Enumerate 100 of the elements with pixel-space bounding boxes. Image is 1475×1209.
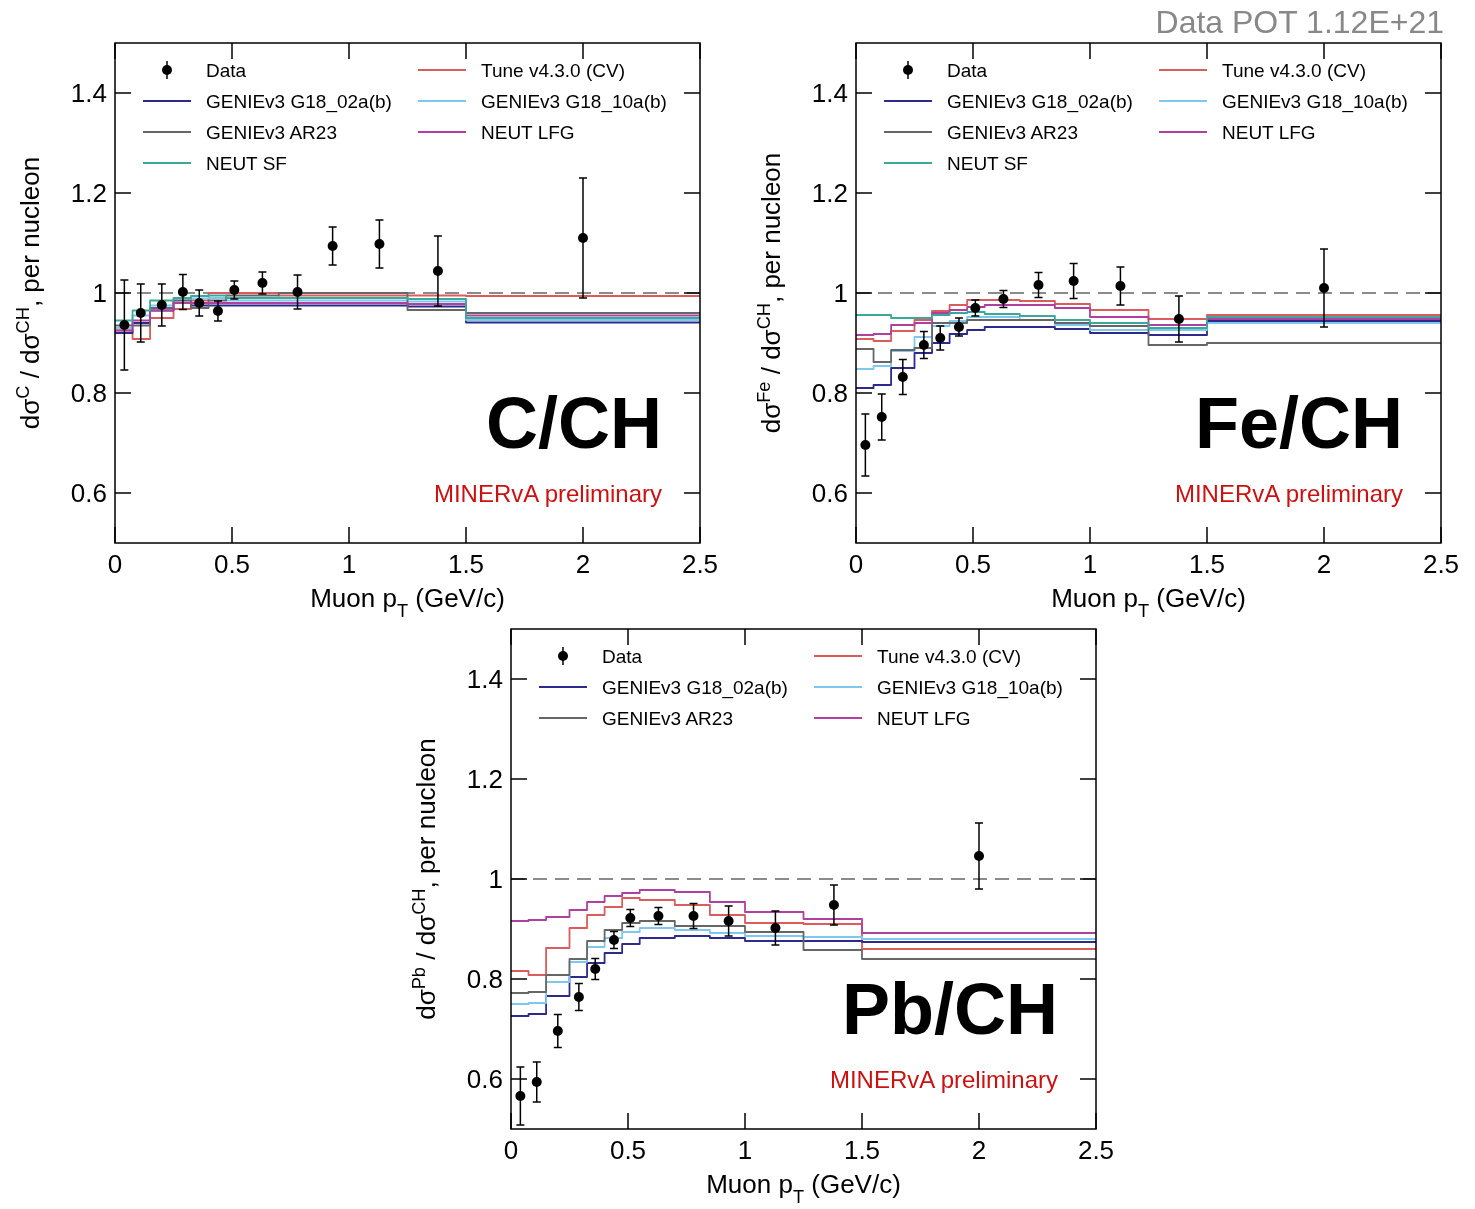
point xyxy=(897,372,908,382)
point xyxy=(573,992,584,1002)
point xyxy=(918,340,929,350)
legend-label: Tune v4.3.0 (CV) xyxy=(1222,59,1366,81)
y-tick-label: 1.4 xyxy=(70,78,107,109)
annotation: Pb/CH xyxy=(842,969,1058,1049)
point xyxy=(432,266,443,276)
point xyxy=(1033,280,1044,290)
point xyxy=(552,1026,563,1036)
point xyxy=(119,320,130,330)
point xyxy=(177,287,188,297)
point xyxy=(770,923,781,933)
y-tick-label: 1.2 xyxy=(466,764,503,795)
point xyxy=(1319,283,1329,293)
point xyxy=(688,911,699,921)
x-tick-label: 2.5 xyxy=(1077,1135,1115,1165)
y-tick-label: 1.4 xyxy=(811,78,848,109)
x-axis-title: Muon p$_{T}$ (GeV/c) xyxy=(310,583,505,621)
x-tick-label: 2.5 xyxy=(681,549,719,579)
x-tick-label: 0 xyxy=(107,549,123,579)
x-tick-label: 2.5 xyxy=(1422,549,1460,579)
x-tick-label: 1.5 xyxy=(447,549,485,579)
x-tick-label: 0 xyxy=(848,549,864,579)
y-tick-label: 0.8 xyxy=(70,378,107,409)
legend-label: NEUT LFG xyxy=(1222,121,1316,143)
y-tick-label: 1 xyxy=(833,278,848,309)
legend-label: GENIEv3 G18_02a(b) xyxy=(947,90,1133,113)
point xyxy=(653,911,664,921)
point xyxy=(723,916,734,926)
point xyxy=(327,241,338,251)
legend-label: GENIEv3 AR23 xyxy=(602,707,733,729)
x-tick-label: 1.5 xyxy=(843,1135,881,1165)
x-tick-label: 0 xyxy=(503,1135,519,1165)
x-axis-title: Muon p$_{T}$ (GeV/c) xyxy=(706,1169,901,1207)
legend-label: NEUT LFG xyxy=(877,707,971,729)
annotation: C/CH xyxy=(486,383,662,463)
y-tick-label: 0.8 xyxy=(466,964,503,995)
y-tick-label: 1.2 xyxy=(70,178,107,209)
point xyxy=(590,964,601,974)
point xyxy=(212,306,223,316)
legend-label: Tune v4.3.0 (CV) xyxy=(877,645,1021,667)
y-tick-label: 1.2 xyxy=(811,178,848,209)
point xyxy=(608,935,619,945)
legend-label: GENIEv3 AR23 xyxy=(206,121,337,143)
y-tick-label: 0.6 xyxy=(811,478,848,509)
legend-label: GENIEv3 G18_10a(b) xyxy=(877,676,1063,699)
legend-label: Data xyxy=(947,59,988,81)
point xyxy=(860,440,871,450)
annotation: MINERvA preliminary xyxy=(829,1066,1058,1093)
legend-label: NEUT SF xyxy=(206,152,287,174)
point xyxy=(625,913,636,923)
y-tick-label: 0.6 xyxy=(466,1064,503,1095)
legend-label: NEUT SF xyxy=(947,152,1028,174)
x-tick-label: 2 xyxy=(575,549,591,579)
point xyxy=(257,278,268,288)
legend-label: Data xyxy=(206,59,247,81)
point xyxy=(194,298,205,308)
legend-label: GENIEv3 G18_02a(b) xyxy=(602,676,788,699)
point xyxy=(292,287,303,297)
point xyxy=(935,333,946,343)
y-tick-label: 1.4 xyxy=(466,664,503,695)
point xyxy=(1068,276,1079,286)
legend-label: GENIEv3 G18_10a(b) xyxy=(1222,90,1408,113)
y-tick-label: 1 xyxy=(92,278,107,309)
point xyxy=(953,322,964,332)
point xyxy=(156,300,167,310)
legend-label: GENIEv3 AR23 xyxy=(947,121,1078,143)
point xyxy=(515,1091,526,1101)
point xyxy=(998,294,1009,304)
legend-label: GENIEv3 G18_02a(b) xyxy=(206,90,392,113)
x-axis-title: Muon p$_{T}$ (GeV/c) xyxy=(1051,583,1246,621)
point xyxy=(531,1077,542,1087)
legend-label: Tune v4.3.0 (CV) xyxy=(481,59,625,81)
x-tick-label: 1 xyxy=(1082,549,1098,579)
point xyxy=(1115,281,1126,291)
point xyxy=(229,285,240,295)
annotation: MINERvA preliminary xyxy=(1174,480,1403,507)
x-tick-label: 0.5 xyxy=(954,549,992,579)
point xyxy=(970,303,981,313)
annotation: MINERvA preliminary xyxy=(433,480,662,507)
y-tick-label: 1 xyxy=(488,864,503,895)
text: Data POT 1.12E+21 xyxy=(1155,4,1444,40)
legend-label: Data xyxy=(602,645,643,667)
legend-label: NEUT LFG xyxy=(481,121,575,143)
point xyxy=(974,851,984,861)
x-tick-label: 1.5 xyxy=(1188,549,1226,579)
point xyxy=(374,239,385,249)
x-tick-label: 1 xyxy=(737,1135,753,1165)
y-tick-label: 0.6 xyxy=(70,478,107,509)
x-tick-label: 2 xyxy=(971,1135,987,1165)
x-tick-label: 0.5 xyxy=(213,549,251,579)
x-tick-label: 1 xyxy=(341,549,357,579)
point xyxy=(135,308,146,318)
x-tick-label: 2 xyxy=(1316,549,1332,579)
y-tick-label: 0.8 xyxy=(811,378,848,409)
point xyxy=(876,412,887,422)
point xyxy=(828,900,839,910)
point xyxy=(578,233,588,243)
annotation: Fe/CH xyxy=(1194,383,1403,463)
legend-label: GENIEv3 G18_10a(b) xyxy=(481,90,667,113)
